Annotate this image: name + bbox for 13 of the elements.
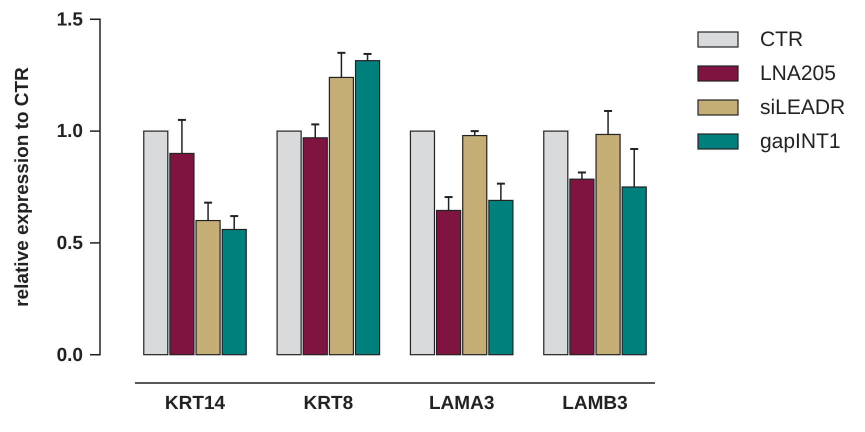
x-tick-label: KRT8 <box>304 392 354 414</box>
x-tick-label: LAMB3 <box>562 392 628 414</box>
legend-label: CTR <box>760 28 804 51</box>
x-tick-label: KRT14 <box>164 392 226 414</box>
y-tick-label: 1.5 <box>56 9 84 30</box>
legend-label: gapINT1 <box>760 130 841 153</box>
x-tick-label: LAMA3 <box>428 392 494 414</box>
y-tick-label: 0.5 <box>56 232 84 254</box>
y-tick-label: 1.0 <box>56 121 83 142</box>
y-tick-label: 0.0 <box>56 344 83 366</box>
y-axis-title: relative expression to CTR <box>12 66 33 307</box>
legend-label: siLEADR <box>760 96 846 119</box>
legend-label: LNA205 <box>760 62 836 85</box>
